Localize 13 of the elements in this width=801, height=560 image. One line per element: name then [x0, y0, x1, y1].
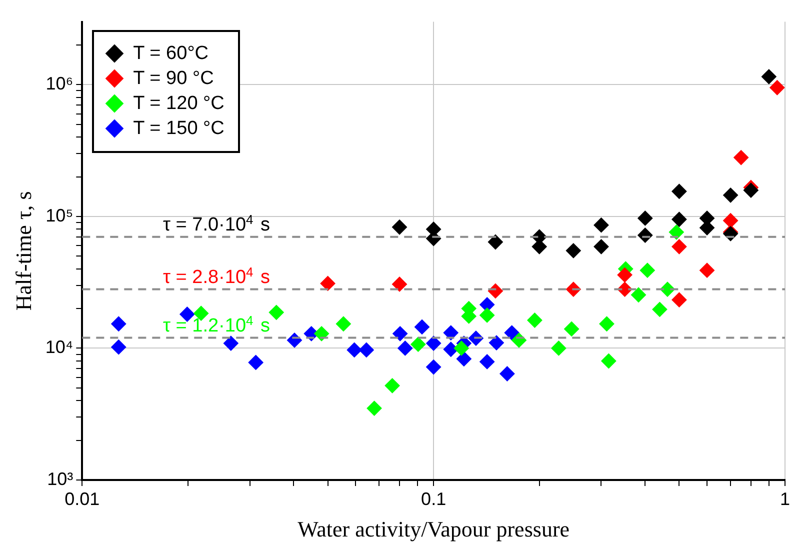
- x-tick-label: 1: [780, 488, 790, 509]
- legend-label: T = 90 °C: [133, 68, 214, 90]
- y-tick-label: 10⁵: [46, 205, 74, 226]
- legend-label: T = 120 °C: [133, 92, 224, 115]
- x-tick-label: 0.01: [64, 488, 100, 509]
- y-tick-label: 10⁴: [45, 337, 74, 358]
- x-tick-label: 0.1: [421, 488, 446, 509]
- y-axis-title: Half-time τ, s: [10, 191, 36, 311]
- legend-label: T = 60°C: [133, 42, 209, 65]
- x-axis-title: Water activity/Vapour pressure: [298, 516, 570, 542]
- y-tick-label: 10³: [47, 468, 74, 489]
- legend-label: T = 150 °C: [133, 118, 224, 140]
- y-tick-label: 10⁶: [46, 74, 74, 94]
